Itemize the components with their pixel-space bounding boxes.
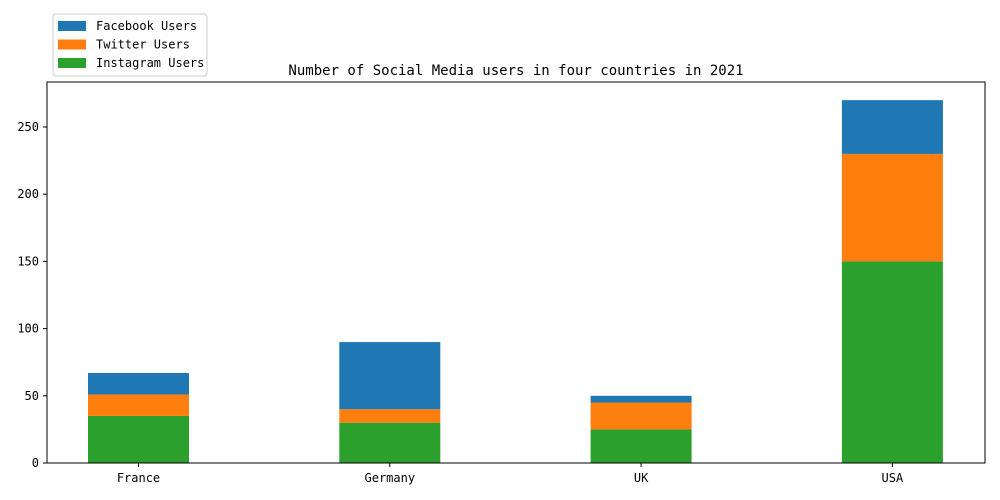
chart-title: Number of Social Media users in four cou…: [288, 63, 743, 79]
bar-instagram-users-france: [88, 415, 189, 463]
y-tick-label: 200: [17, 187, 39, 201]
y-tick-label: 0: [32, 456, 39, 470]
x-tick-label: Germany: [365, 471, 416, 485]
bar-instagram-users-usa: [841, 261, 943, 463]
bar-twitter-users-usa: [841, 153, 943, 262]
bar-twitter-users-uk: [590, 402, 692, 430]
axes-layer: 0 50 100 150 200 250 France Germany UK USA: [17, 120, 904, 485]
legend-swatch-instagram-users: [58, 58, 86, 68]
bars-layer: [88, 100, 943, 463]
bar-facebook-users-france: [88, 372, 189, 395]
legend-swatch-facebook-users: [58, 21, 86, 31]
bar-twitter-users-germany: [339, 409, 441, 423]
bar-instagram-users-germany: [339, 422, 441, 463]
x-tick-label: France: [117, 471, 160, 485]
bar-facebook-users-germany: [339, 342, 441, 410]
legend-label-twitter-users: Twitter Users: [96, 38, 190, 52]
legend-label-instagram-users: Instagram Users: [96, 56, 204, 70]
x-tick-label: USA: [882, 471, 904, 485]
legend-label-facebook-users: Facebook Users: [96, 19, 197, 33]
bar-instagram-users-uk: [590, 429, 692, 463]
y-tick-label: 150: [17, 254, 39, 268]
x-tick-label: UK: [634, 471, 649, 485]
legend: Facebook Users Twitter Users Instagram Use…: [52, 13, 208, 77]
legend-frame: [52, 13, 208, 77]
plot-frame: [46, 81, 986, 464]
legend-swatch-twitter-users: [58, 39, 86, 50]
bar-facebook-users-usa: [841, 100, 943, 154]
y-tick-label: 250: [17, 120, 39, 134]
bar-facebook-users-uk: [590, 395, 692, 403]
bar-twitter-users-france: [88, 394, 189, 416]
y-tick-label: 50: [25, 389, 39, 403]
y-tick-label: 100: [17, 322, 39, 336]
